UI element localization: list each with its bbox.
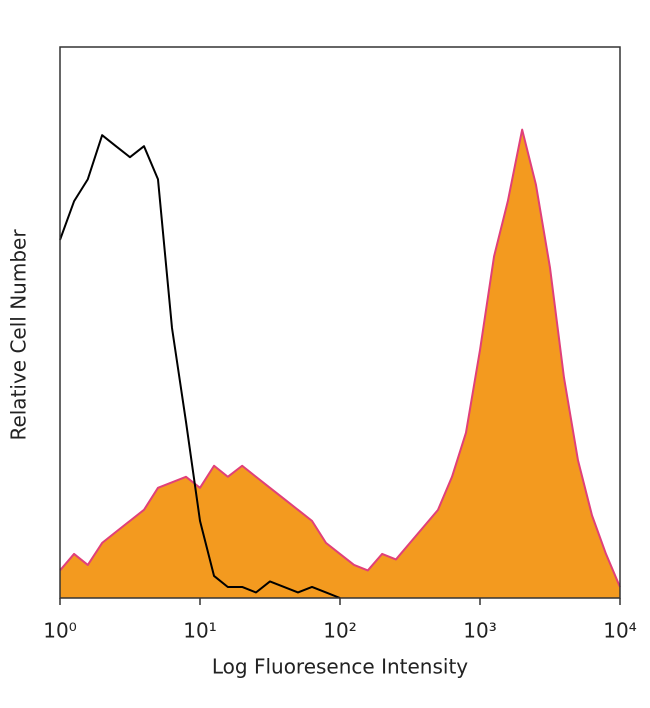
x-tick-label: 10³ (463, 619, 496, 643)
x-tick-label: 10⁴ (603, 619, 636, 643)
area-fill (60, 129, 620, 598)
y-axis-label: Relative Cell Number (7, 229, 31, 441)
x-tick-label: 10⁰ (43, 619, 76, 643)
x-tick-label: 10² (323, 619, 356, 643)
series-line (59, 128, 621, 588)
x-tick-label: 10¹ (183, 619, 216, 643)
x-axis-label: Log Fluoresence Intensity (212, 655, 468, 679)
series-line (59, 134, 341, 599)
